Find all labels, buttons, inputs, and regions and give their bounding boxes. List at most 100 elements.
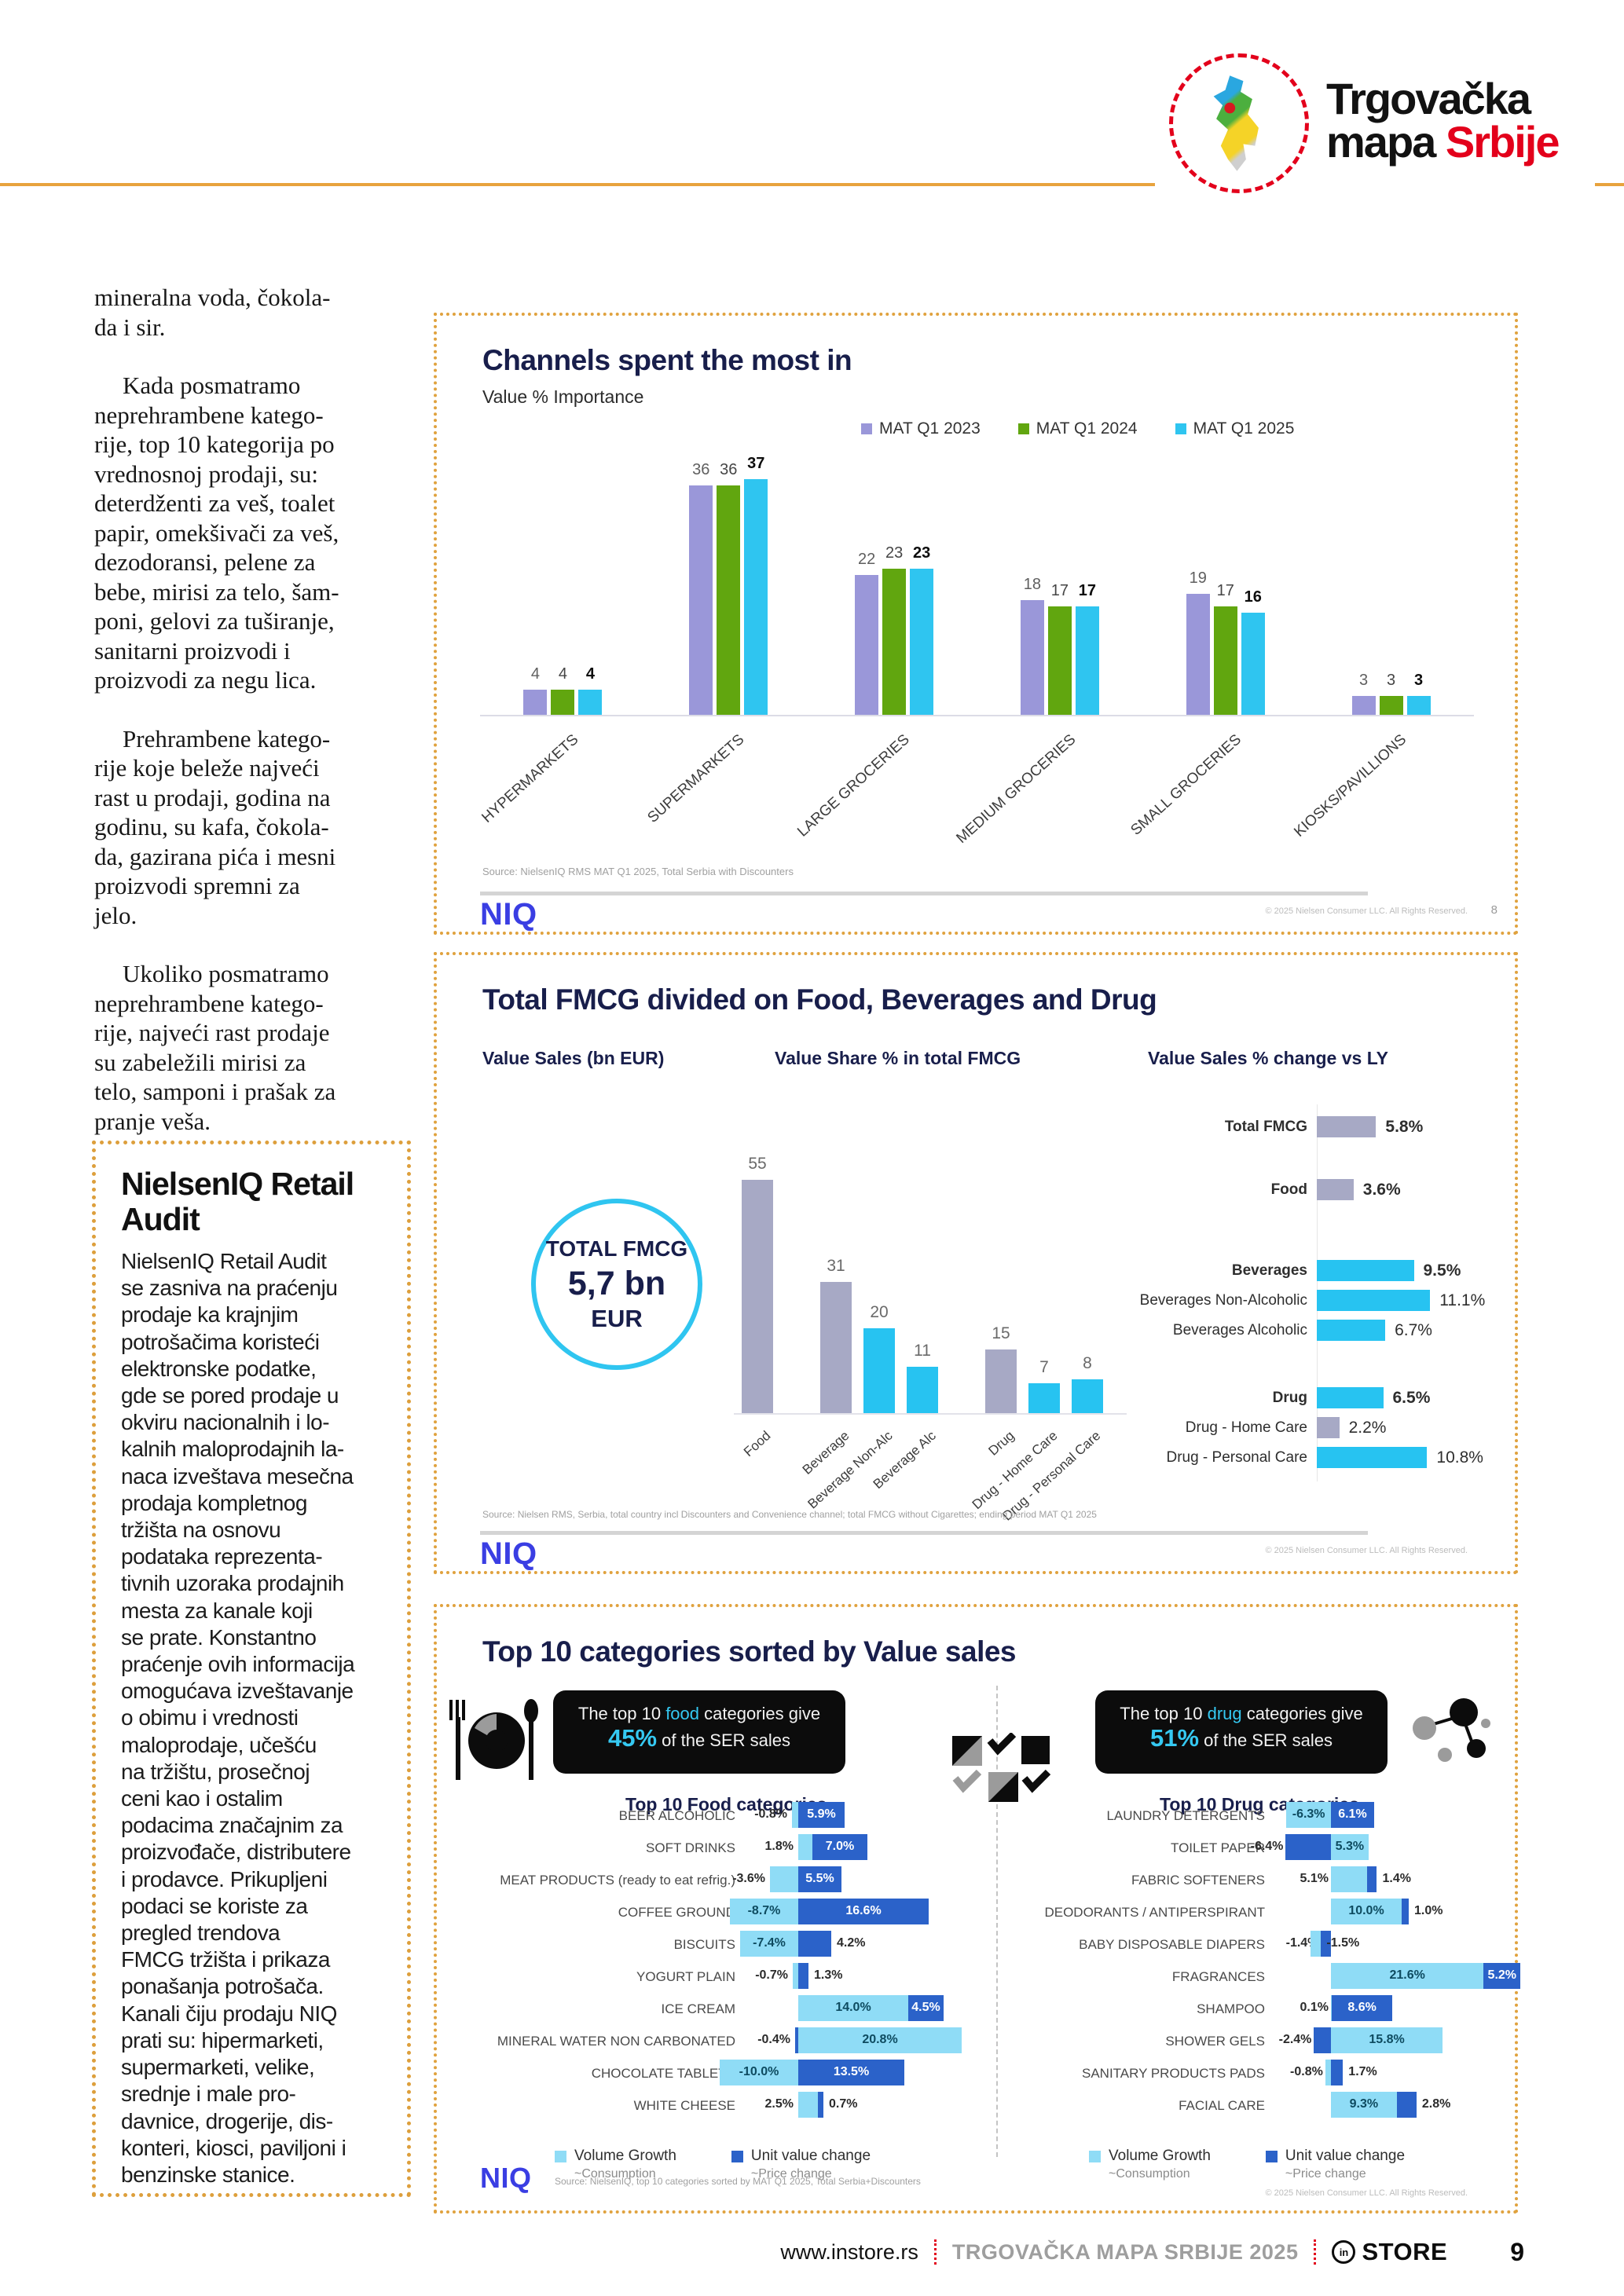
volume-bar (1310, 1931, 1322, 1957)
chart-title: Top 10 categories sorted by Value sales (482, 1635, 1017, 1668)
volume-bar: 9.3% (1331, 2092, 1397, 2118)
volume-bar (798, 1834, 812, 1860)
volume-bar (1325, 2060, 1331, 2085)
bar-value-label: 18 (1023, 576, 1042, 594)
article-paragraph: Kada posmatramo neprehrambene katego- ri… (94, 372, 339, 694)
share-bar-2 (863, 1328, 895, 1413)
legend-swatch-2024 (1017, 423, 1029, 434)
legend-swatch-2025 (1175, 423, 1186, 434)
logo-dashed-circle-icon (1169, 53, 1309, 193)
row-label: YOGURT PLAIN (636, 1969, 735, 1984)
chart-subtitle: Value % Importance (482, 386, 644, 407)
nielseniq-info-box: NielsenIQ Retail Audit NielsenIQ Retail … (92, 1141, 411, 2197)
bar-value-label: 37 (747, 455, 765, 473)
volume-bar (793, 1963, 798, 1989)
bar-value-label: 4 (585, 665, 595, 683)
drug-banner-line2: 51% of the SER sales (1149, 1724, 1333, 1752)
change-bar (1317, 1290, 1431, 1311)
change-bar-value: 3.6% (1362, 1181, 1401, 1199)
row-label: FACIAL CARE (1179, 2098, 1265, 2113)
bar-supermarkets-0 (689, 485, 713, 715)
logo-line1: Trgovačka (1326, 74, 1531, 123)
total-fmcg-label: TOTAL FMCG (545, 1236, 688, 1261)
segment-value-label: -0.4% (757, 2033, 790, 2046)
unit-bar (798, 1963, 808, 1989)
segment-value-label: 1.8% (764, 1840, 794, 1853)
bar-large groceries-0 (855, 574, 879, 715)
volume-bar: 20.8% (798, 2027, 962, 2053)
share-bar-3 (907, 1366, 938, 1413)
change-hbar-plot: Total FMCG 5.8% Food 3.6% Beverages 9.5% Bever… (1128, 1081, 1505, 1509)
source-note: Source: Nielsen RMS, Serbia, total count… (482, 1509, 1097, 1520)
panel-channels-chart: Channels spent the most in Value % Impor… (434, 313, 1518, 935)
page-number: 9 (1510, 2237, 1524, 2266)
row-label: BABY DISPOSABLE DIAPERS (1079, 1937, 1265, 1952)
category-label: MEDIUM GROCERIES (952, 731, 1079, 847)
unit-bar: 4.5% (908, 1995, 944, 2021)
bar-medium groceries-1 (1047, 606, 1072, 715)
bar-value-label: 4 (558, 665, 567, 683)
segment-value-label: 16.6% (845, 1904, 882, 1917)
segment-value-label: 5.9% (807, 1807, 836, 1821)
row-label: FRAGRANCES (1171, 1969, 1265, 1984)
change-bar (1317, 1320, 1386, 1341)
column-header-value-sales: Value Sales (bn EUR) (482, 1048, 665, 1068)
share-bar-value: 20 (870, 1303, 889, 1321)
food-banner-line2: 45% of the SER sales (607, 1724, 791, 1752)
footer-separator (1314, 2239, 1317, 2265)
divider-rule (480, 892, 1368, 895)
footer-separator (933, 2239, 937, 2265)
unit-bar (795, 2027, 798, 2053)
unit-bar: 7.0% (812, 1834, 867, 1860)
drug-checkered-icon (952, 1733, 1051, 1802)
unit-bar: 6.1% (1331, 1802, 1374, 1828)
bar-value-label: 17 (1216, 582, 1234, 600)
segment-value-label: 5.5% (805, 1872, 834, 1885)
bar-value-label: 23 (885, 544, 904, 562)
segment-value-label: 14.0% (835, 2001, 871, 2014)
drug-diverging-bars: LAUNDRY DETERGENTS -6.3% 6.1% TOILET PAPER -… (1006, 1802, 1521, 2132)
copyright-note: © 2025 Nielsen Consumer LLC. All Rights … (1265, 1546, 1468, 1555)
unit-bar: 16.6% (798, 1899, 929, 1924)
segment-value-label: 9.3% (1349, 2097, 1379, 2111)
niq-logo: NIQ (480, 2162, 532, 2194)
bar-value-label: 19 (1189, 569, 1207, 588)
footer-url: www.instore.rs (780, 2239, 918, 2264)
row-label: DEODORANTS / ANTIPERSPIRANT (1044, 1905, 1265, 1920)
unit-bar (1321, 1931, 1331, 1957)
segment-value-label: -6.4% (1250, 1840, 1284, 1853)
segment-value-label: -3.6% (732, 1872, 765, 1885)
food-banner: The top 10 food categories give 45% of t… (553, 1690, 845, 1774)
bar-hypermarkets-0 (523, 689, 548, 715)
bar-hypermarkets-2 (578, 689, 603, 715)
niq-logo: NIQ (480, 897, 537, 932)
category-label: KIOSKS/PAVILLIONS (1291, 731, 1410, 840)
volume-bar (798, 2092, 818, 2118)
copyright-note: © 2025 Nielsen Consumer LLC. All Rights … (1265, 906, 1468, 916)
bar-supermarkets-2 (744, 479, 768, 715)
row-label: SOFT DRINKS (646, 1840, 735, 1855)
share-bar-value: 7 (1039, 1358, 1049, 1377)
volume-swatch (1089, 2151, 1101, 2162)
volume-swatch (555, 2151, 566, 2162)
unit-bar (818, 2092, 823, 2118)
drug-legend: Volume Growth ~Consumption Unit value cha… (1089, 2148, 1405, 2182)
unit-bar (1366, 1866, 1377, 1892)
volume-bar (1331, 1866, 1367, 1892)
drug-banner: The top 10 drug categories give 51% of t… (1095, 1690, 1388, 1774)
unit-bar: 5.9% (798, 1802, 845, 1828)
segment-value-label: 5.1% (1300, 1872, 1329, 1885)
row-label: SHAMPOO (1197, 2001, 1265, 2016)
bar-kiosks/pavillions-2 (1406, 695, 1431, 715)
unit-bar: 13.5% (798, 2060, 904, 2085)
row-label: MINERAL WATER NON CARBONATED (497, 2034, 735, 2049)
column-header-value-share: Value Share % in total FMCG (775, 1048, 1021, 1068)
row-label: BISCUITS (673, 1937, 735, 1952)
unit-bar (1396, 2092, 1417, 2118)
change-bar-value: 11.1% (1439, 1291, 1486, 1309)
change-row-label: Food (1270, 1181, 1307, 1198)
unit-bar (1402, 1899, 1409, 1924)
panel-top10-chart: Top 10 categories sorted by Value sales … (434, 1604, 1521, 2214)
bar-large groceries-2 (910, 568, 934, 715)
source-note: Source: NielsenIQ, top 10 categories sor… (555, 2176, 921, 2187)
